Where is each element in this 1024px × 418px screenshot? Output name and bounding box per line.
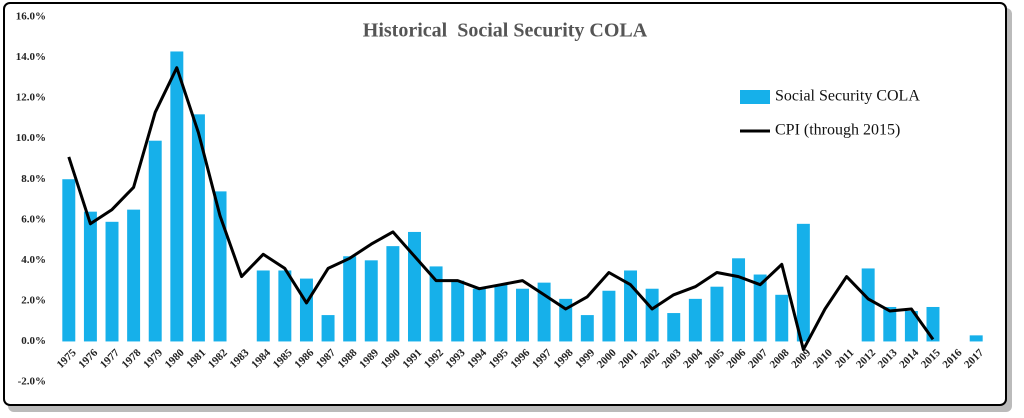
bar [753,274,767,342]
bar [62,179,76,342]
line [67,66,935,352]
bar [883,306,897,342]
bar [602,290,616,342]
y-tick-label: 8.0% [21,173,46,185]
bar [732,258,746,342]
y-tick-label: 14.0% [16,51,46,63]
bar [494,284,508,342]
bar [170,51,184,342]
y-tick-label: 16.0% [16,11,46,23]
bar [645,288,659,342]
bar [127,209,141,342]
bar [516,288,529,342]
bar [559,298,573,342]
bar [256,270,270,342]
bar [299,278,313,342]
bar [580,315,594,342]
y-tick-label: 6.0% [21,213,46,225]
bar [343,256,357,342]
y-tick-label: 0.0% [21,335,46,347]
bar [861,268,875,342]
bar [775,294,789,342]
y-tick-label: 4.0% [21,254,46,266]
bar [429,266,443,342]
bar [969,335,983,342]
y-tick-label: 10.0% [16,132,46,144]
bar [148,140,162,342]
bar [364,260,378,342]
bar [926,306,940,342]
bar [191,114,205,342]
bar [83,211,97,342]
legend-label: CPI (through 2015) [775,122,900,139]
legend-label: Social Security COLA [775,88,920,105]
y-tick-label: 12.0% [16,92,46,104]
bar [472,288,486,342]
bar [688,298,702,342]
bar [321,315,335,342]
bar [407,231,421,342]
bar [386,246,400,342]
y-tick-label: 2.0% [21,294,46,306]
bar [105,221,119,342]
bar [451,280,465,342]
chart-title: Historical Social Security COLA [363,20,648,42]
bar [904,311,918,342]
bar [796,223,810,342]
bar [667,313,681,342]
legend-swatch [740,90,770,104]
y-tick-label: -2.0% [18,376,46,388]
bar [710,286,724,342]
bar [278,270,292,342]
